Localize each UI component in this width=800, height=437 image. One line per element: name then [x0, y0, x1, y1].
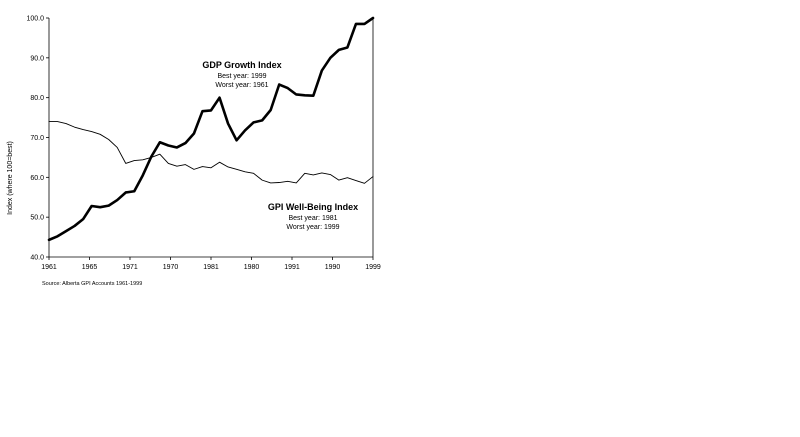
y-axis-ticks: 40.0 50.0 60.0 70.0 80.0 90.0 100.0	[26, 16, 49, 262]
gpi-annotation-worst: Worst year: 1999	[286, 224, 339, 231]
gdp-growth-line	[47, 16, 375, 242]
gpi-annotation: GPI Well-Being Index Best year: 1981 Wor…	[268, 202, 358, 231]
x-tick-label: 1971	[122, 264, 138, 271]
x-tick-label: 1981	[203, 264, 219, 271]
gdp-annotation: GDP Growth Index Best year: 1999 Worst y…	[202, 60, 281, 89]
x-axis-ticks: 1961 1965 1971 1970 1981 1980 1991 1990 1999	[41, 257, 381, 271]
x-tick-label: 1980	[244, 264, 260, 271]
x-tick-label: 1999	[365, 264, 381, 271]
y-tick-label: 100.0	[26, 16, 44, 23]
x-tick-label: 1961	[41, 264, 57, 271]
x-tick-label: 1991	[284, 264, 300, 271]
gdp-annotation-worst: Worst year: 1961	[215, 82, 268, 89]
y-axis-label: Index (where 100=best)	[7, 141, 14, 215]
gpi-wellbeing-line	[48, 121, 374, 184]
series-layer	[47, 16, 375, 242]
gpi-annotation-best: Best year: 1981	[288, 215, 337, 222]
x-tick-label: 1990	[325, 264, 341, 271]
x-tick-label: 1970	[163, 264, 179, 271]
y-tick-label: 60.0	[30, 175, 44, 182]
y-tick-label: 90.0	[30, 55, 44, 62]
y-tick-label: 70.0	[30, 135, 44, 142]
gdp-annotation-title: GDP Growth Index	[202, 60, 281, 70]
x-tick-label: 1965	[82, 264, 98, 271]
y-tick-label: 80.0	[30, 95, 44, 102]
gdp-annotation-best: Best year: 1999	[217, 73, 266, 80]
gpi-annotation-title: GPI Well-Being Index	[268, 202, 358, 212]
y-tick-label: 50.0	[30, 215, 44, 222]
y-tick-label: 40.0	[30, 255, 44, 262]
source-note: Source: Alberta GPI Accounts 1961-1999	[42, 281, 142, 287]
